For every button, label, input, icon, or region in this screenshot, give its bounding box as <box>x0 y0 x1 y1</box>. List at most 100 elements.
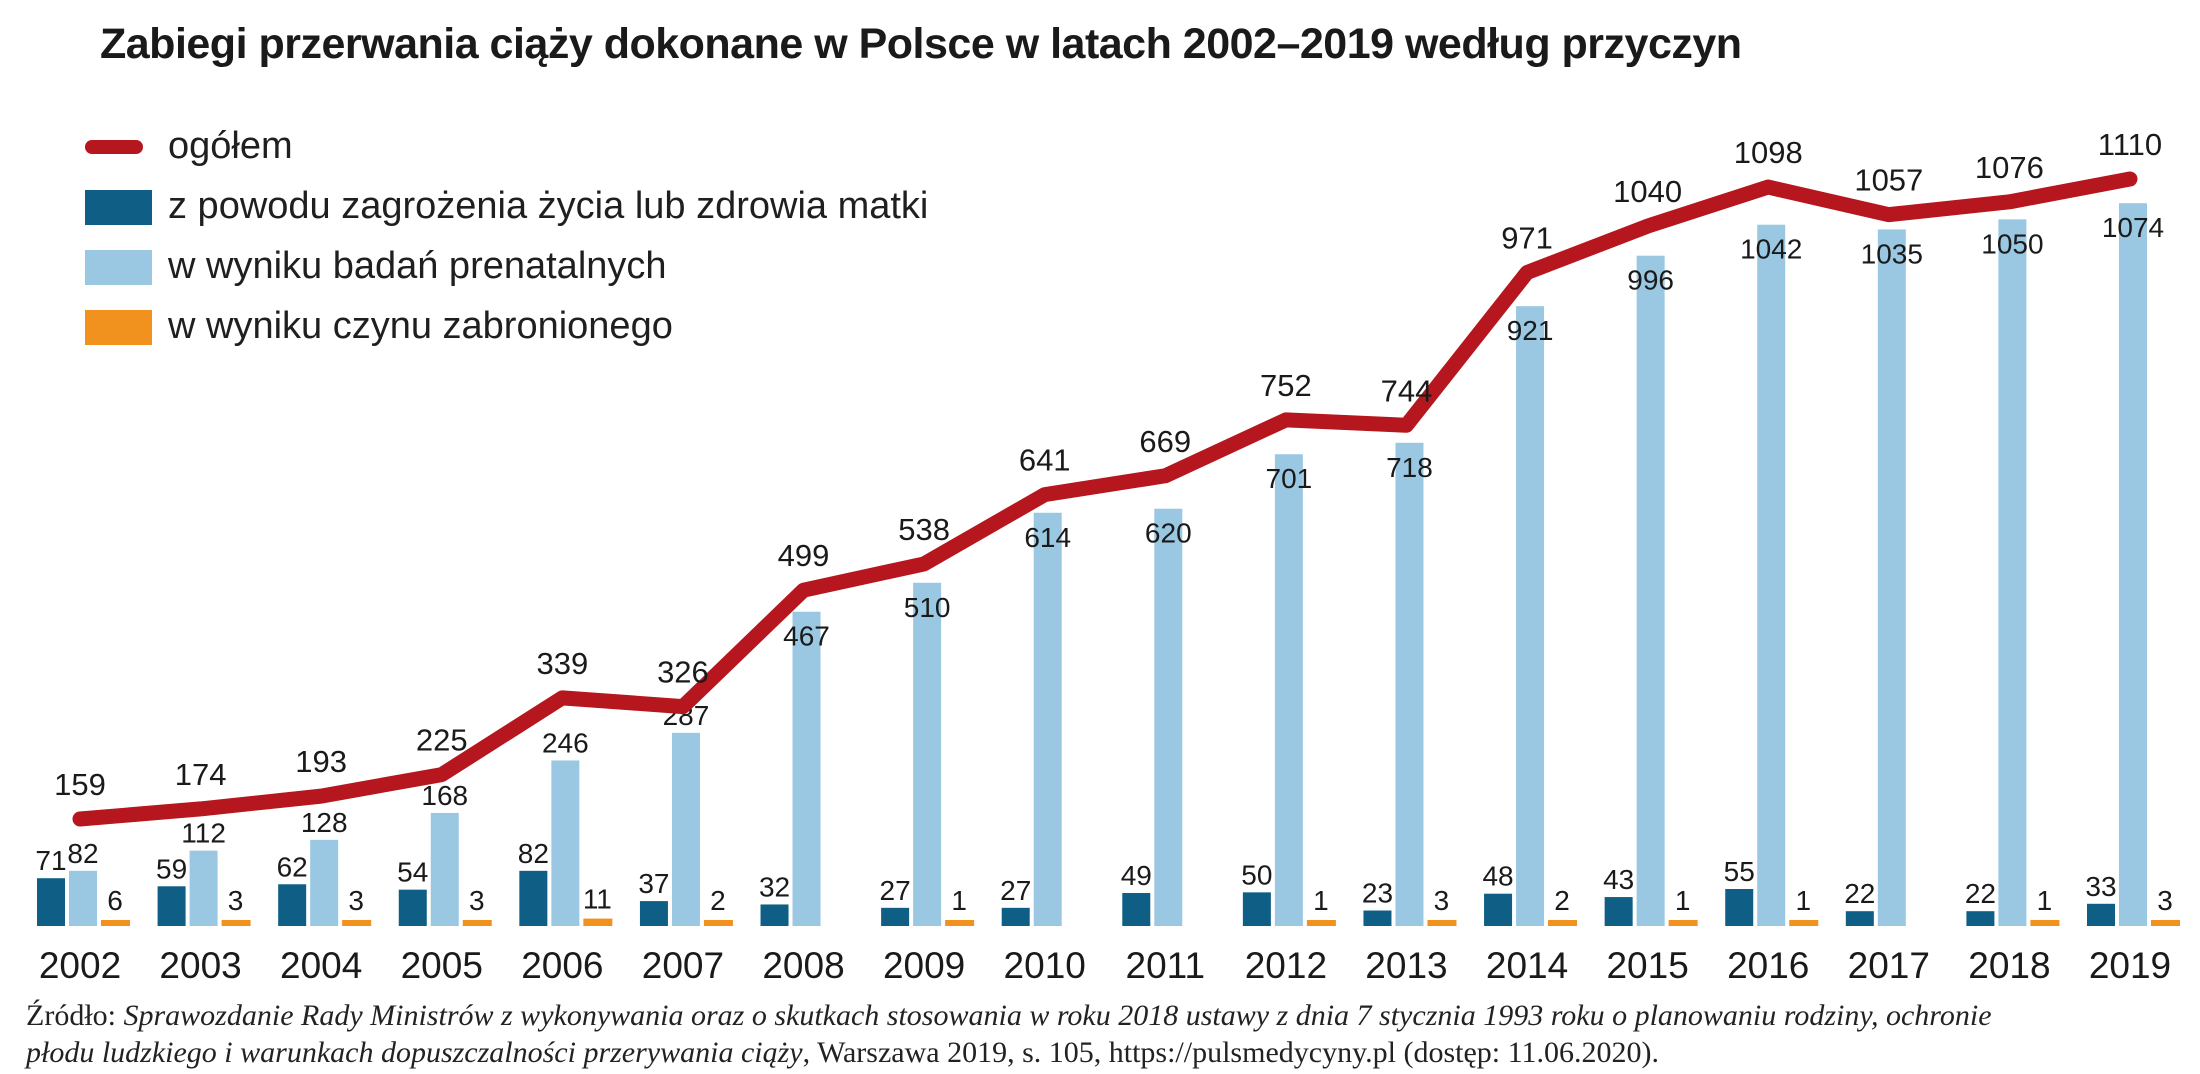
bar-label-prenatal-2016: 1042 <box>1740 234 1802 265</box>
bar-illegal-act-2006 <box>583 918 613 926</box>
bar-prenatal-2009 <box>913 582 942 926</box>
x-axis-label-2016: 2016 <box>1727 945 1809 986</box>
bar-label-mother-risk-2004: 62 <box>277 851 308 882</box>
x-axis-label-2019: 2019 <box>2089 945 2171 986</box>
bar-prenatal-2016 <box>1757 224 1786 926</box>
line-label-total-2019: 1110 <box>2098 127 2162 162</box>
bar-prenatal-2014 <box>1516 306 1545 926</box>
bar-illegal-act-2018 <box>2030 920 2060 926</box>
x-axis-label-2014: 2014 <box>1486 945 1568 986</box>
bar-mother-risk-2012 <box>1242 892 1271 926</box>
bar-mother-risk-2010 <box>1001 907 1030 926</box>
x-axis-label-2004: 2004 <box>280 945 362 986</box>
bar-prenatal-2006 <box>551 760 580 926</box>
bar-label-mother-risk-2003: 59 <box>156 853 187 884</box>
bar-prenatal-2019 <box>2118 203 2147 926</box>
bar-illegal-act-2015 <box>1668 920 1698 926</box>
bar-label-illegal-act-2006: 11 <box>583 884 612 915</box>
illegal-act-swatch <box>85 310 152 345</box>
bar-label-illegal-act-2016: 1 <box>1795 885 1811 916</box>
line-label-total-2008: 499 <box>778 538 830 573</box>
bar-illegal-act-2005 <box>462 920 492 926</box>
x-axis-label-2012: 2012 <box>1245 945 1327 986</box>
bar-illegal-act-2009 <box>945 920 975 926</box>
x-axis-label-2011: 2011 <box>1126 945 1206 986</box>
bar-mother-risk-2018 <box>1966 911 1995 926</box>
bar-mother-risk-2006 <box>519 870 548 926</box>
legend-label-illegal-act: w wyniku czynu zabronionego <box>168 305 673 347</box>
bar-label-illegal-act-2005: 3 <box>469 885 485 916</box>
bar-label-mother-risk-2006: 82 <box>518 838 549 869</box>
bar-label-mother-risk-2011: 49 <box>1121 860 1152 891</box>
bar-label-mother-risk-2017: 22 <box>1844 878 1875 909</box>
bar-label-prenatal-2003: 112 <box>181 818 226 849</box>
legend-label-prenatal: w wyniku badań prenatalnych <box>168 245 667 287</box>
bar-label-mother-risk-2007: 37 <box>638 868 669 899</box>
line-label-total-2007: 326 <box>657 655 709 690</box>
source-italic-line2: płodu ludzkiego i warunkach dopuszczalno… <box>26 1036 803 1069</box>
bar-mother-risk-2015 <box>1604 897 1633 926</box>
bar-illegal-act-2012 <box>1306 920 1336 926</box>
bar-mother-risk-2014 <box>1484 893 1513 926</box>
bar-label-mother-risk-2010: 27 <box>1000 875 1031 906</box>
bar-prenatal-2012 <box>1274 454 1303 926</box>
bar-label-illegal-act-2002: 6 <box>107 885 123 916</box>
bar-label-mother-risk-2005: 54 <box>397 857 428 888</box>
bar-label-prenatal-2017: 1035 <box>1861 238 1923 269</box>
bar-label-prenatal-2009: 510 <box>904 592 951 623</box>
bar-label-illegal-act-2019: 3 <box>2157 885 2173 916</box>
bar-label-prenatal-2002: 82 <box>67 838 98 869</box>
x-axis-label-2010: 2010 <box>1004 945 1086 986</box>
chart-title: Zabiegi przerwania ciąży dokonane w Pols… <box>100 20 1742 68</box>
bar-label-prenatal-2006: 246 <box>542 727 589 758</box>
x-axis-label-2006: 2006 <box>521 945 603 986</box>
bar-prenatal-2017 <box>1877 229 1906 926</box>
line-label-total-2003: 174 <box>175 757 227 792</box>
bar-illegal-act-2004 <box>342 920 372 926</box>
x-axis-label-2013: 2013 <box>1365 945 1447 986</box>
bar-label-prenatal-2004: 128 <box>301 807 348 838</box>
bar-mother-risk-2004 <box>278 884 307 926</box>
bar-illegal-act-2003 <box>221 920 251 926</box>
legend-label-total: ogółem <box>168 125 293 167</box>
bar-label-mother-risk-2008: 32 <box>759 871 790 902</box>
bar-mother-risk-2019 <box>2086 903 2115 926</box>
x-axis-label-2007: 2007 <box>642 945 724 986</box>
bar-label-illegal-act-2018: 1 <box>2037 885 2053 916</box>
line-label-total-2010: 641 <box>1019 443 1071 478</box>
bar-illegal-act-2016 <box>1789 920 1819 926</box>
bar-label-illegal-act-2004: 3 <box>348 885 364 916</box>
bar-label-illegal-act-2014: 2 <box>1554 885 1570 916</box>
line-label-total-2017: 1057 <box>1854 163 1923 198</box>
bar-mother-risk-2009 <box>881 907 910 926</box>
bar-label-mother-risk-2012: 50 <box>1241 859 1272 890</box>
bar-prenatal-2015 <box>1636 255 1665 926</box>
bar-prenatal-2011 <box>1154 508 1183 926</box>
bar-mother-risk-2011 <box>1122 893 1151 926</box>
bar-prenatal-2018 <box>1998 219 2027 927</box>
bar-label-prenatal-2008: 467 <box>783 621 830 652</box>
bar-label-mother-risk-2013: 23 <box>1362 878 1393 909</box>
bar-prenatal-2007 <box>671 732 700 926</box>
x-axis-label-2018: 2018 <box>1968 945 2050 986</box>
x-axis-label-2003: 2003 <box>159 945 241 986</box>
x-axis-label-2015: 2015 <box>1606 945 1688 986</box>
total-line-swatch <box>85 140 143 154</box>
bar-prenatal-2013 <box>1395 442 1424 926</box>
bar-label-illegal-act-2007: 2 <box>710 885 726 916</box>
bar-label-prenatal-2011: 620 <box>1145 518 1192 549</box>
bar-mother-risk-2013 <box>1363 910 1392 926</box>
bar-label-prenatal-2005: 168 <box>421 780 468 811</box>
source-rest-line2: , Warszawa 2019, s. 105, https://pulsmed… <box>802 1036 1659 1069</box>
bar-illegal-act-2014 <box>1548 920 1578 926</box>
source-citation: Źródło: Sprawozdanie Rady Ministrów z wy… <box>26 997 2176 1071</box>
bar-label-mother-risk-2018: 22 <box>1965 878 1996 909</box>
bar-label-prenatal-2012: 701 <box>1266 463 1313 494</box>
mother-risk-swatch <box>85 190 152 225</box>
bar-prenatal-2005 <box>430 812 459 926</box>
x-axis-label-2017: 2017 <box>1848 945 1930 986</box>
x-axis-label-2008: 2008 <box>762 945 844 986</box>
bar-illegal-act-2013 <box>1427 920 1457 926</box>
line-label-total-2012: 752 <box>1260 368 1312 403</box>
bar-mother-risk-2002 <box>37 878 65 926</box>
